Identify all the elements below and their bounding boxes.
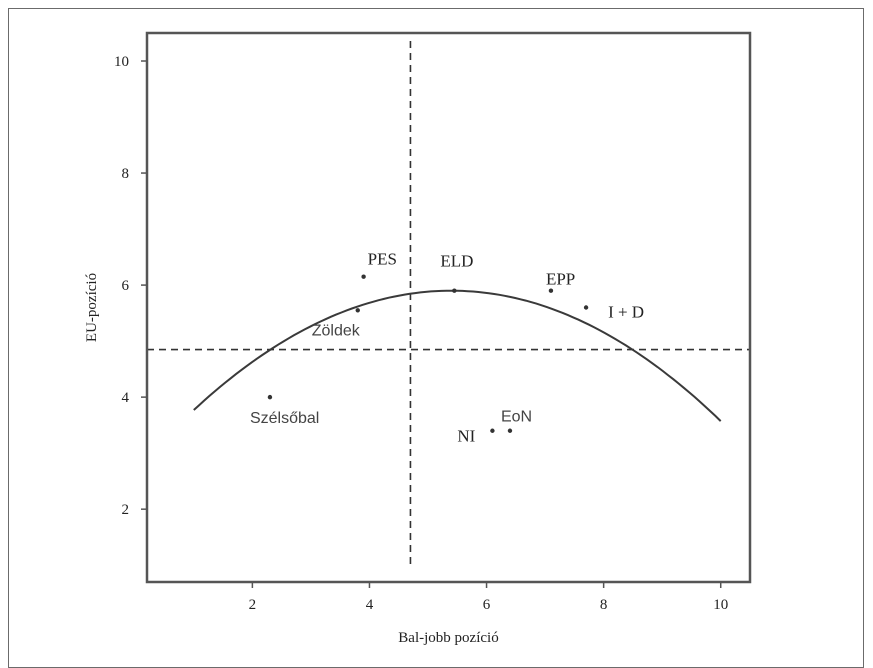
- y-tick-label-10: 10: [114, 54, 129, 70]
- y-axis-title: EU-pozíció: [84, 273, 100, 342]
- point-label-eon: EoN: [501, 409, 532, 426]
- point-pes: [361, 274, 366, 279]
- reference-lines: [147, 41, 750, 567]
- x-tick-label-4: 4: [366, 597, 374, 613]
- x-tick-label-8: 8: [600, 597, 608, 613]
- point-label-epp: EPP: [546, 270, 575, 289]
- plot-area-border: [145, 31, 752, 584]
- fit-curve-layer: [193, 289, 722, 422]
- y-tick-label-4: 4: [122, 390, 130, 406]
- x-tick-label-2: 2: [249, 597, 257, 613]
- point-eld: [452, 288, 457, 293]
- point-label-pes: PES: [368, 250, 397, 269]
- point-z-ldek: [355, 308, 360, 313]
- point-epp: [548, 288, 554, 293]
- x-tick-label-6: 6: [483, 597, 491, 613]
- y-tick-label-6: 6: [122, 278, 130, 294]
- fit-curve: [193, 289, 722, 422]
- point-ni: [490, 428, 495, 433]
- point-label-sz-ls-bal: Szélsőbal: [250, 410, 319, 427]
- point-label-eld: ELD: [440, 252, 473, 271]
- axes: 2 4 6 8 10 2 4 6 8 10: [114, 31, 752, 613]
- point-i-d: [583, 305, 589, 310]
- point-eon: [507, 428, 513, 433]
- point-sz-ls-bal: [267, 394, 273, 400]
- y-tick-label-2: 2: [122, 502, 130, 518]
- point-label-z-ldek: Zöldek: [312, 322, 361, 339]
- y-tick-label-8: 8: [122, 166, 130, 182]
- point-label-ni: NI: [457, 427, 475, 446]
- points-layer: PES Zöldek ELD EPP I + D Szélsőbal NI EoN: [250, 250, 644, 446]
- x-axis-title: Bal-jobb pozíció: [398, 630, 498, 646]
- point-label-i-d: I + D: [608, 303, 644, 322]
- x-tick-label-10: 10: [713, 597, 728, 613]
